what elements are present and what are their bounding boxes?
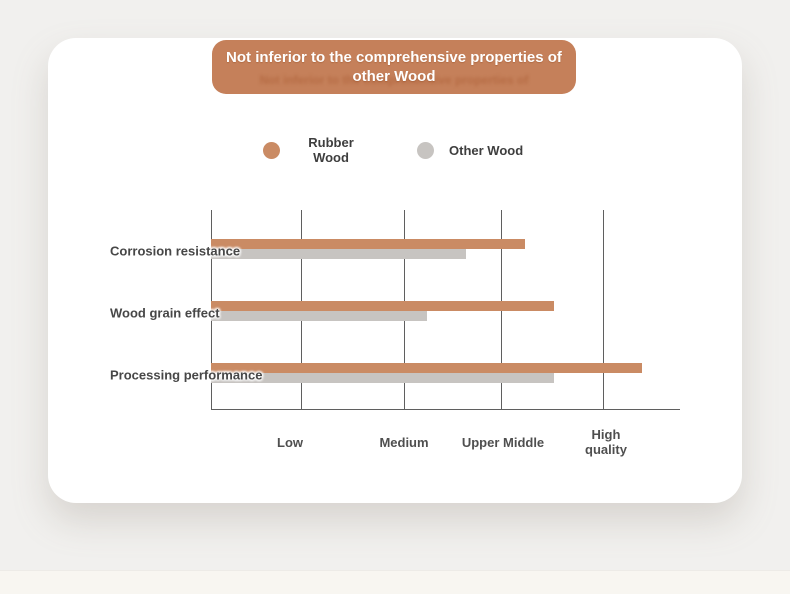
category-label-corrosion-resistance: Corrosion resistance [110, 243, 241, 259]
plot-area: Corrosion resistance Wood grain effect Pro… [48, 38, 742, 503]
bar-other-wood-processing-performance [211, 373, 554, 383]
category-label-processing-performance: Processing performance [110, 367, 263, 383]
bar-rubber-wood-corrosion-resistance [211, 239, 525, 249]
gridline-4 [603, 210, 604, 409]
category-label-wood-grain-effect: Wood grain effect [110, 305, 220, 321]
x-tick-label-upper-middle: Upper Middle [461, 434, 545, 450]
banner-title-line1: Not inferior to the comprehensive proper… [226, 49, 562, 66]
title-banner: Not inferior to the comprehensive proper… [212, 40, 576, 94]
chart-card: Not inferior to the comprehensive proper… [48, 38, 742, 503]
bar-other-wood-wood-grain-effect [211, 311, 427, 321]
x-tick-label-medium: Medium [379, 434, 429, 450]
legend-label-rubber-wood: Rubber Wood [308, 135, 354, 165]
bar-other-wood-corrosion-resistance [211, 249, 466, 259]
bottom-band [0, 570, 790, 594]
legend-label-other-wood: Other Wood [449, 142, 524, 158]
x-tick-label-high-quality: High quality [585, 427, 627, 457]
x-tick-label-low: Low [277, 434, 303, 450]
banner-title-line2: other Wood [352, 68, 436, 85]
rubber-wood-swatch-icon [263, 141, 280, 159]
bar-rubber-wood-wood-grain-effect [211, 301, 554, 311]
legend-item-other-wood: Other Wood [417, 133, 523, 167]
other-wood-swatch-icon [417, 141, 434, 159]
bar-rubber-wood-processing-performance [211, 363, 642, 373]
legend-item-rubber-wood: Rubber Wood [263, 133, 361, 167]
x-axis-line [211, 409, 680, 410]
